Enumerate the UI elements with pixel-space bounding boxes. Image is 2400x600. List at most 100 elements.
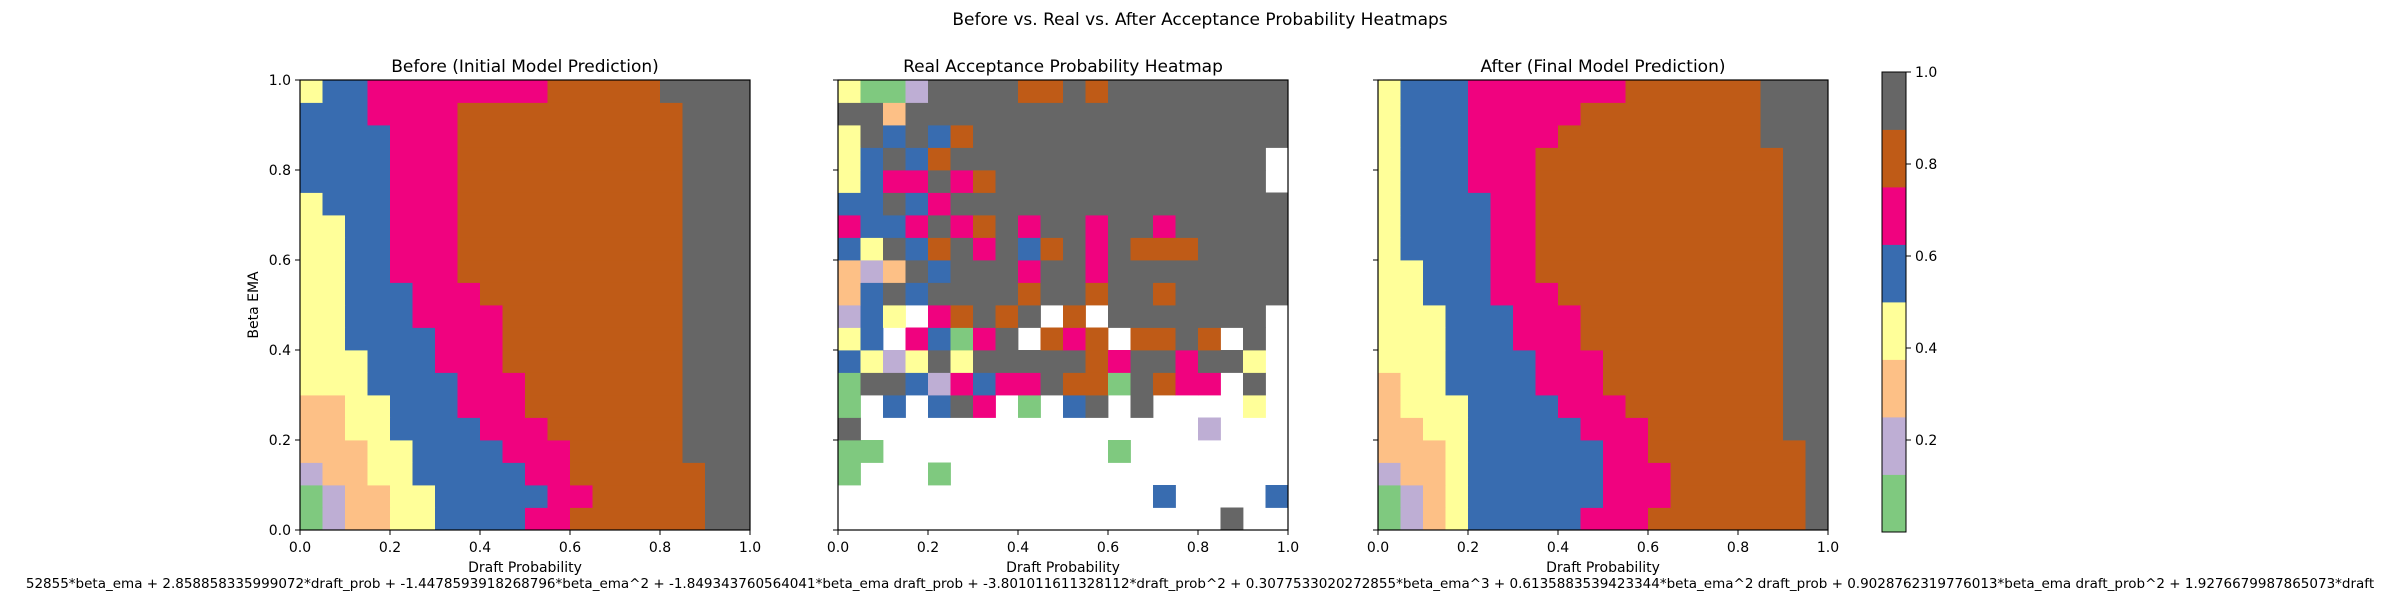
heatmap-cell bbox=[1220, 192, 1244, 216]
heatmap-cell bbox=[502, 192, 526, 216]
heatmap-cell bbox=[973, 372, 996, 396]
heatmap-cell bbox=[1468, 462, 1491, 486]
heatmap-cell bbox=[412, 170, 436, 193]
heatmap-cell bbox=[1423, 102, 1446, 126]
heatmap-cell bbox=[1130, 170, 1154, 193]
heatmap-cell bbox=[1513, 237, 1536, 261]
heatmap-cell bbox=[1670, 215, 1694, 238]
heatmap-cell bbox=[1603, 102, 1626, 126]
heatmap-cell bbox=[1243, 147, 1266, 171]
heatmap-cell bbox=[502, 327, 526, 351]
heatmap-cell bbox=[300, 215, 323, 238]
heatmap-cell bbox=[345, 125, 368, 148]
heatmap-cell bbox=[928, 282, 951, 306]
heatmap-cell bbox=[502, 237, 526, 261]
heatmap-cell bbox=[905, 170, 929, 193]
heatmap-cell bbox=[1400, 305, 1424, 328]
heatmap-cell bbox=[457, 417, 481, 441]
heatmap-cell bbox=[1670, 147, 1694, 171]
heatmap-cell bbox=[1153, 237, 1176, 261]
heatmap-cell bbox=[1693, 125, 1716, 148]
heatmap-cell bbox=[1445, 417, 1469, 441]
heatmap-cell bbox=[637, 170, 661, 193]
heatmap-cell bbox=[592, 215, 616, 238]
heatmap-cell bbox=[1130, 80, 1154, 103]
heatmap-cell bbox=[838, 80, 861, 103]
heatmap-panel-after: After (Final Model Prediction) 0.0 0.2 0.4 0… bbox=[1367, 57, 1839, 576]
heatmap-cell bbox=[1423, 372, 1446, 396]
heatmap-cell bbox=[1715, 462, 1739, 486]
heatmap-cell bbox=[1805, 80, 1829, 103]
heatmap-cell bbox=[1445, 147, 1469, 171]
heatmap-cell bbox=[1783, 147, 1806, 171]
heatmap-cell bbox=[682, 102, 706, 126]
heatmap-cell bbox=[1693, 260, 1716, 283]
heatmap-cell bbox=[1580, 350, 1604, 373]
heatmap-cell bbox=[973, 327, 996, 351]
heatmap-cell bbox=[1130, 237, 1154, 261]
heatmap-cell bbox=[457, 327, 481, 351]
heatmap-cell bbox=[1693, 215, 1716, 238]
heatmap-cell bbox=[1490, 102, 1514, 126]
heatmap-cell bbox=[1130, 350, 1154, 373]
heatmap-cell bbox=[1468, 327, 1491, 351]
heatmap-cell bbox=[592, 485, 616, 508]
heatmap-cell bbox=[1400, 147, 1424, 171]
heatmap-cell bbox=[1175, 237, 1199, 261]
heatmap-cell bbox=[637, 417, 661, 441]
heatmap-cell bbox=[660, 507, 683, 531]
heatmap-cell bbox=[1738, 192, 1761, 216]
heatmap-cell bbox=[1243, 125, 1266, 148]
heatmap-cell bbox=[1445, 237, 1469, 261]
heatmap-cell bbox=[1490, 192, 1514, 216]
heatmap-cell bbox=[1018, 125, 1041, 148]
heatmap-cell bbox=[973, 282, 996, 306]
heatmap-cell bbox=[1468, 170, 1491, 193]
heatmap-cell bbox=[883, 192, 906, 216]
heatmap-cell bbox=[1063, 80, 1086, 103]
heatmap-cell bbox=[615, 462, 638, 486]
heatmap-cell bbox=[637, 102, 661, 126]
heatmap-cell bbox=[1805, 192, 1829, 216]
heatmap-cell bbox=[345, 215, 368, 238]
heatmap-cell bbox=[412, 80, 436, 103]
heatmap-cell bbox=[1580, 417, 1604, 441]
heatmap-cell bbox=[615, 147, 638, 171]
heatmap-cell bbox=[412, 440, 436, 463]
heatmap-cell bbox=[950, 192, 974, 216]
heatmap-cell bbox=[1648, 192, 1671, 216]
heatmap-cell bbox=[525, 372, 548, 396]
heatmap-cell bbox=[592, 170, 616, 193]
heatmap-cell bbox=[592, 260, 616, 283]
heatmap-cell bbox=[1715, 440, 1739, 463]
heatmap-cell bbox=[1243, 327, 1266, 351]
heatmap-cell bbox=[1130, 395, 1154, 418]
heatmap-cell bbox=[1423, 395, 1446, 418]
heatmap-cell bbox=[322, 485, 346, 508]
heatmap-cell bbox=[1490, 395, 1514, 418]
heatmap-cell bbox=[1535, 147, 1559, 171]
heatmap-cell bbox=[1085, 125, 1109, 148]
heatmap-cell bbox=[322, 440, 346, 463]
heatmap-cell bbox=[322, 170, 346, 193]
heatmap-cell bbox=[615, 215, 638, 238]
heatmap-cell bbox=[1468, 507, 1491, 531]
heatmap-cell bbox=[1513, 507, 1536, 531]
heatmap-cell bbox=[1760, 462, 1784, 486]
heatmap-cell bbox=[1130, 192, 1154, 216]
heatmap-cell bbox=[480, 372, 503, 396]
heatmap-cell bbox=[1108, 102, 1131, 126]
heatmap-cell bbox=[1558, 417, 1581, 441]
heatmap-cell bbox=[435, 147, 458, 171]
heatmap-cell bbox=[1400, 192, 1424, 216]
heatmap-cell bbox=[345, 305, 368, 328]
heatmap-cell bbox=[1400, 215, 1424, 238]
heatmap-cell bbox=[1378, 147, 1401, 171]
heatmap-cell bbox=[345, 170, 368, 193]
heatmap-cell bbox=[1513, 125, 1536, 148]
heatmap-cell bbox=[435, 260, 458, 283]
heatmap-cell bbox=[928, 102, 951, 126]
heatmap-cell bbox=[973, 102, 996, 126]
heatmap-cell bbox=[1693, 485, 1716, 508]
heatmap-cell bbox=[1378, 237, 1401, 261]
